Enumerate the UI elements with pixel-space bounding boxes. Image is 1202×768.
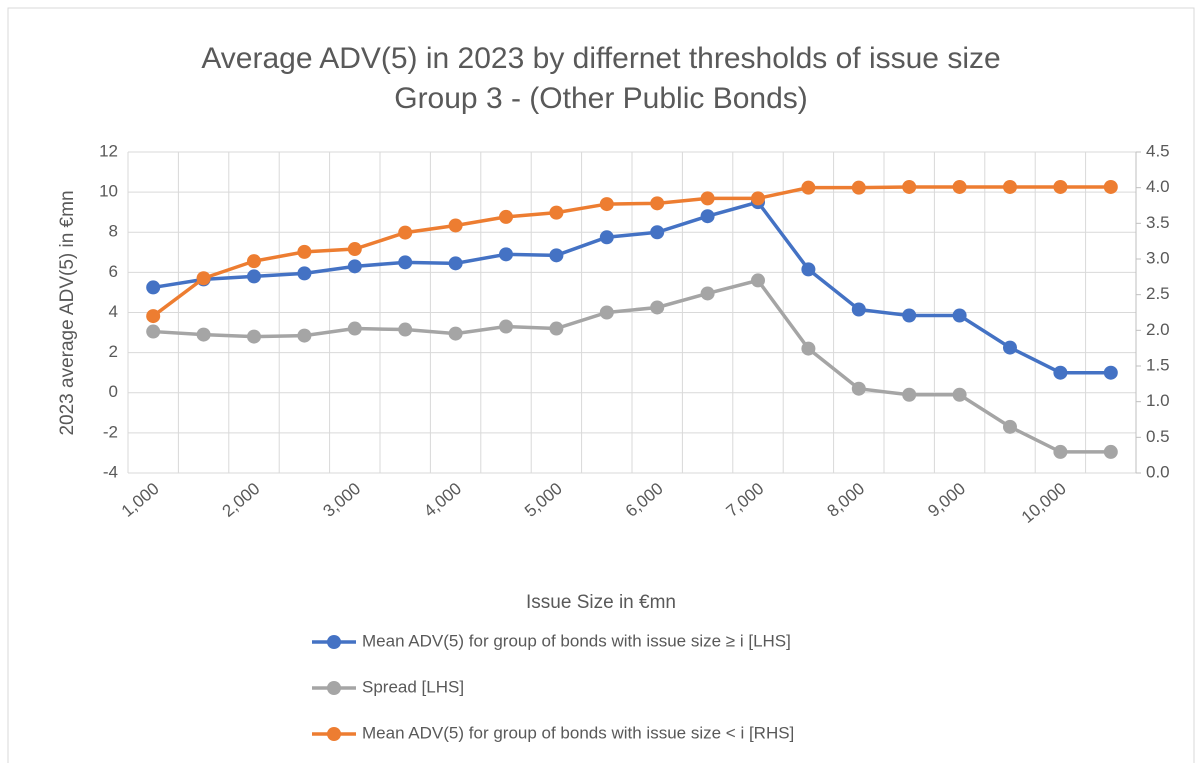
data-point bbox=[549, 248, 564, 263]
legend-marker bbox=[327, 681, 341, 695]
y2-tick-label: 0.5 bbox=[1146, 427, 1170, 446]
y2-tick-label: 4.0 bbox=[1146, 177, 1170, 196]
data-point bbox=[398, 255, 413, 270]
x-axis-title: Issue Size in €mn bbox=[526, 592, 676, 613]
legend-label: Spread [LHS] bbox=[362, 677, 464, 696]
data-point bbox=[196, 327, 211, 342]
data-point bbox=[851, 180, 866, 195]
legend-label: Mean ADV(5) for group of bonds with issu… bbox=[362, 723, 794, 742]
data-point bbox=[902, 387, 917, 402]
data-point bbox=[448, 218, 463, 233]
data-point bbox=[347, 242, 362, 257]
series-line bbox=[152, 200, 1111, 375]
data-point bbox=[801, 262, 816, 277]
data-point bbox=[448, 256, 463, 271]
data-point bbox=[700, 286, 715, 301]
data-point bbox=[1053, 179, 1068, 194]
y2-tick-label: 3.5 bbox=[1146, 213, 1170, 232]
data-point bbox=[146, 280, 161, 295]
y2-tick-label: 1.5 bbox=[1146, 355, 1170, 374]
y2-tick-label: 0.0 bbox=[1146, 462, 1170, 481]
data-point bbox=[297, 244, 312, 259]
y2-tick-label: 2.0 bbox=[1146, 320, 1170, 339]
y-tick-label: 12 bbox=[99, 141, 118, 160]
data-point bbox=[599, 305, 614, 320]
data-point bbox=[1003, 340, 1017, 355]
data-point bbox=[499, 247, 513, 262]
data-point bbox=[448, 326, 463, 341]
y-axis-title: 2023 average ADV(5) in €mn bbox=[57, 190, 78, 435]
data-point bbox=[1053, 444, 1068, 459]
data-point bbox=[902, 308, 917, 323]
y-tick-label: 8 bbox=[109, 222, 118, 241]
y-tick-label: 4 bbox=[109, 302, 118, 321]
chart-title: Average ADV(5) in 2023 by differnet thre… bbox=[201, 42, 1000, 75]
data-point bbox=[599, 197, 614, 212]
data-point bbox=[902, 179, 917, 194]
data-point bbox=[751, 191, 765, 206]
y-tick-label: -4 bbox=[103, 462, 118, 481]
data-point bbox=[247, 329, 261, 344]
data-point bbox=[650, 196, 665, 211]
data-point bbox=[851, 381, 866, 396]
data-point bbox=[499, 209, 513, 224]
data-point bbox=[952, 179, 967, 194]
data-point bbox=[196, 271, 211, 286]
legend-label: Mean ADV(5) for group of bonds with issu… bbox=[362, 631, 791, 650]
legend-marker bbox=[327, 635, 341, 649]
data-point bbox=[952, 387, 967, 402]
data-point bbox=[247, 269, 261, 284]
data-point bbox=[700, 191, 715, 206]
data-point bbox=[851, 302, 866, 317]
data-point bbox=[499, 319, 513, 334]
data-point bbox=[146, 324, 161, 339]
data-point bbox=[1103, 444, 1118, 459]
data-point bbox=[247, 254, 261, 269]
series-line bbox=[153, 278, 1111, 454]
chart-subtitle: Group 3 - (Other Public Bonds) bbox=[394, 82, 808, 115]
y-tick-label: 6 bbox=[109, 262, 118, 281]
data-point bbox=[1103, 365, 1118, 380]
data-point bbox=[1003, 419, 1017, 434]
data-point bbox=[297, 266, 312, 281]
data-point bbox=[1053, 365, 1068, 380]
y2-tick-label: 1.0 bbox=[1146, 391, 1170, 410]
chart-frame bbox=[7, 7, 1195, 768]
y-tick-label: -2 bbox=[103, 422, 118, 441]
y2-tick-label: 2.5 bbox=[1146, 284, 1170, 303]
data-point bbox=[297, 328, 312, 343]
data-point bbox=[1103, 179, 1118, 194]
data-point bbox=[1003, 179, 1017, 194]
data-point bbox=[347, 321, 362, 336]
data-point bbox=[398, 225, 413, 240]
series-line bbox=[152, 185, 1111, 318]
data-point bbox=[549, 205, 564, 220]
data-point bbox=[398, 322, 413, 337]
data-point bbox=[650, 300, 665, 315]
y2-tick-label: 4.5 bbox=[1146, 141, 1170, 160]
data-point bbox=[549, 321, 564, 336]
legend-marker bbox=[327, 727, 341, 741]
y-tick-label: 0 bbox=[109, 382, 118, 401]
y-tick-label: 2 bbox=[109, 342, 118, 361]
data-point bbox=[700, 209, 715, 224]
data-point bbox=[599, 230, 614, 245]
data-point bbox=[952, 308, 967, 323]
data-point bbox=[751, 273, 765, 288]
y2-tick-label: 3.0 bbox=[1146, 248, 1170, 267]
data-point bbox=[650, 225, 665, 240]
y-tick-label: 10 bbox=[99, 182, 118, 201]
data-point bbox=[146, 309, 161, 324]
data-point bbox=[801, 180, 816, 195]
data-point bbox=[347, 259, 362, 274]
data-point bbox=[801, 341, 816, 356]
